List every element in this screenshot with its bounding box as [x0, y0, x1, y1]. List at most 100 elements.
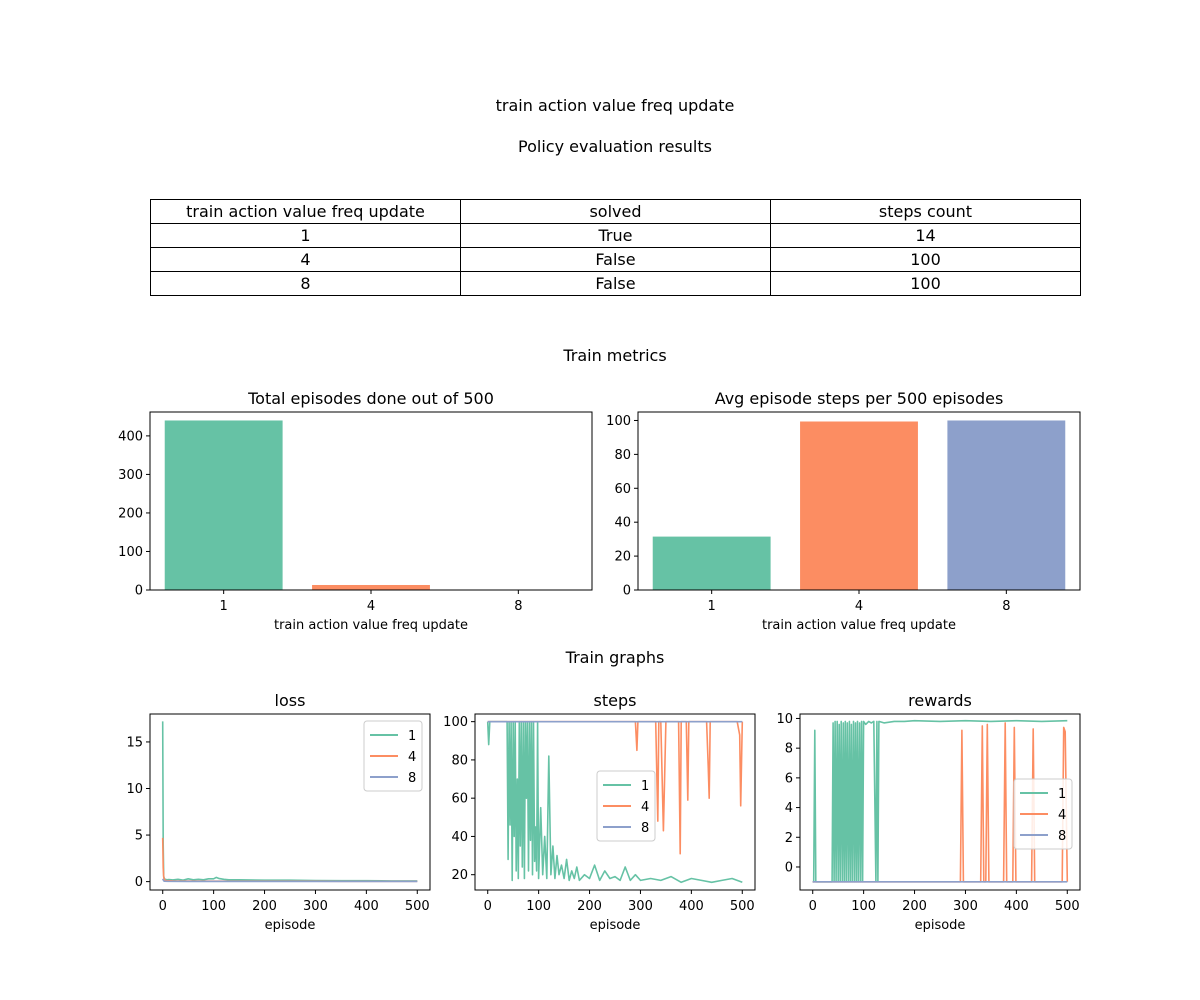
figure-suptitle: train action value freq update — [495, 96, 735, 115]
bar-1 — [164, 420, 283, 590]
x-tick-label: 500 — [405, 899, 430, 914]
series-line-4 — [161, 837, 418, 883]
x-tick-label: 0 — [809, 899, 817, 914]
x-tick-label: 300 — [303, 899, 328, 914]
chart-title: Avg episode steps per 500 episodes — [715, 389, 1004, 408]
legend: 1 4 8 — [596, 770, 656, 842]
table-row: 1 True 14 — [150, 223, 1081, 248]
axes-frame — [149, 713, 431, 891]
bar-1 — [652, 536, 771, 590]
x-tick-label: 400 — [354, 899, 379, 914]
series-line-1 — [486, 720, 743, 884]
x-tick-label: 1 — [220, 599, 228, 614]
x-tick-label: 200 — [252, 899, 277, 914]
chart-title: loss — [275, 691, 306, 710]
series-line-1 — [161, 721, 418, 882]
table-cell: 14 — [770, 223, 1081, 248]
chart-title: rewards — [908, 691, 972, 710]
graphs-section-title: Train graphs — [565, 648, 665, 667]
x-tick-label: 200 — [902, 899, 927, 914]
y-tick-label: 0 — [785, 860, 793, 875]
x-tick-label: 500 — [1055, 899, 1080, 914]
x-tick-label: 8 — [1002, 599, 1010, 614]
x-tick-label: 100 — [201, 899, 226, 914]
x-tick-label: 1 — [708, 599, 716, 614]
chart-title: steps — [594, 691, 637, 710]
x-tick-label: 200 — [577, 899, 602, 914]
x-axis-label: train action value freq update — [274, 618, 468, 633]
table-title: Policy evaluation results — [518, 137, 712, 156]
legend-label-8: 8 — [641, 821, 649, 836]
x-axis-label: episode — [915, 918, 966, 933]
line-chart-loss: 0 5 10 15 0 100 200 300 400 500 loss episode 1 4 8 — [126, 691, 431, 933]
y-tick-label: 40 — [614, 516, 631, 531]
legend-label-4: 4 — [1058, 808, 1066, 823]
x-tick-label: 8 — [514, 599, 522, 614]
table-cell: 1 — [150, 223, 461, 248]
y-tick-label: 100 — [606, 414, 631, 429]
y-tick-label: 20 — [451, 868, 468, 883]
chart-title: Total episodes done out of 500 — [247, 389, 494, 408]
x-tick-label: 300 — [628, 899, 653, 914]
x-axis-label: episode — [265, 918, 316, 933]
table-cell: 100 — [770, 271, 1081, 296]
results-table: train action value freq update solved st… — [150, 199, 1081, 296]
x-tick-label: 100 — [526, 899, 551, 914]
y-tick-label: 0 — [135, 584, 143, 599]
legend-label-8: 8 — [1058, 829, 1066, 844]
y-tick-label: 10 — [126, 782, 143, 797]
x-tick-label: 4 — [367, 599, 375, 614]
legend-label-4: 4 — [408, 750, 416, 765]
bar-chart-0: 0 100 200 300 400 1 4 8 Total episodes done out … — [118, 389, 593, 633]
x-tick-label: 300 — [953, 899, 978, 914]
x-tick-label: 400 — [1004, 899, 1029, 914]
x-tick-label: 100 — [851, 899, 876, 914]
y-tick-label: 400 — [118, 429, 143, 444]
y-tick-label: 100 — [443, 715, 468, 730]
axes-frame — [474, 713, 756, 891]
x-tick-label: 500 — [730, 899, 755, 914]
y-tick-label: 80 — [614, 448, 631, 463]
legend: 1 4 8 — [1013, 778, 1073, 850]
y-tick-label: 15 — [126, 735, 143, 750]
y-tick-label: 0 — [135, 875, 143, 890]
bar-4 — [800, 421, 918, 590]
y-tick-label: 40 — [451, 830, 468, 845]
table-cell: 8 — [150, 271, 461, 296]
x-tick-label: 400 — [679, 899, 704, 914]
y-tick-label: 20 — [614, 550, 631, 565]
y-tick-label: 4 — [785, 801, 793, 816]
legend-label-4: 4 — [641, 800, 649, 815]
table-cell: False — [460, 247, 771, 272]
legend-label-1: 1 — [1058, 787, 1066, 802]
legend-label-1: 1 — [408, 729, 416, 744]
metrics-section-title: Train metrics — [563, 346, 667, 365]
table-cell: True — [460, 223, 771, 248]
series-line-1 — [812, 719, 1068, 883]
table-row: 8 False 100 — [150, 271, 1081, 296]
x-tick-label: 4 — [855, 599, 863, 614]
y-tick-label: 6 — [785, 771, 793, 786]
x-tick-label: 0 — [159, 899, 167, 914]
y-tick-label: 10 — [776, 712, 793, 727]
x-tick-label: 0 — [484, 899, 492, 914]
y-tick-label: 80 — [451, 753, 468, 768]
bar-4 — [312, 584, 430, 590]
legend-label-1: 1 — [641, 779, 649, 794]
y-tick-label: 200 — [118, 506, 143, 521]
table-cell: False — [460, 271, 771, 296]
y-tick-label: 5 — [135, 829, 143, 844]
line-chart-steps: 20 40 60 80 100 0 100 200 300 400 500 steps episode 1… — [443, 691, 756, 933]
legend-label-8: 8 — [408, 771, 416, 786]
y-tick-label: 8 — [785, 742, 793, 757]
y-tick-label: 60 — [614, 482, 631, 497]
x-axis-label: episode — [590, 918, 641, 933]
table-header-cell: train action value freq update — [150, 199, 461, 224]
series-line-8 — [161, 878, 418, 883]
y-tick-label: 300 — [118, 468, 143, 483]
axes-frame — [799, 713, 1081, 891]
y-tick-label: 2 — [785, 831, 793, 846]
x-axis-label: train action value freq update — [762, 618, 956, 633]
bar-chart-1: 0 20 40 60 80 100 1 4 8 Avg episode steps per 500… — [606, 389, 1081, 633]
